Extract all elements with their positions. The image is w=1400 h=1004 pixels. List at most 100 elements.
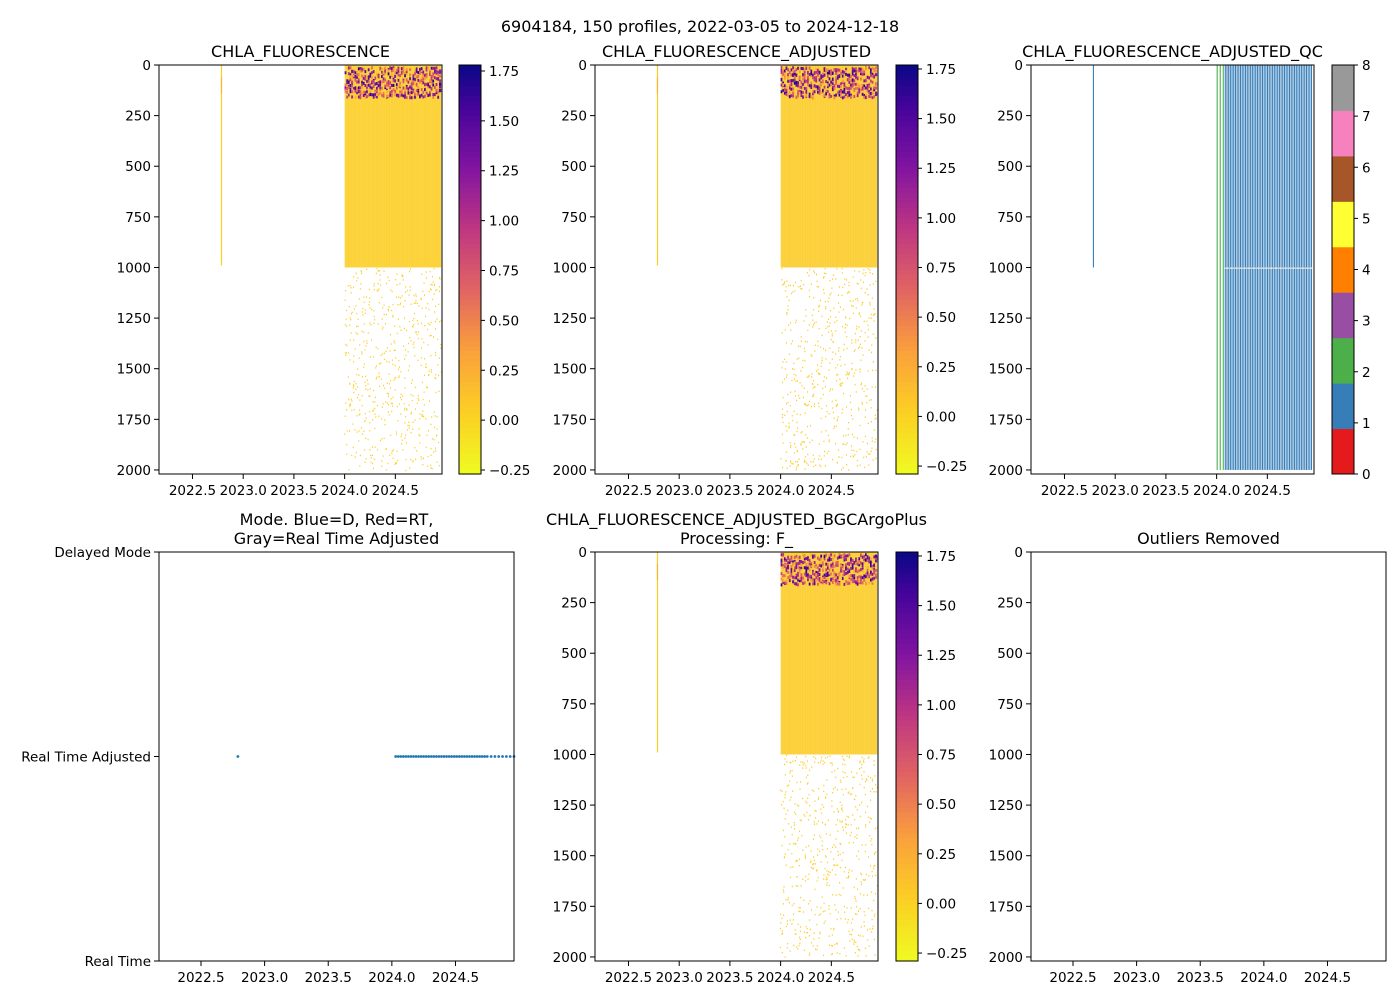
profile-cell	[347, 86, 351, 90]
profile-cell	[825, 579, 828, 583]
deep-sample	[791, 904, 793, 907]
profile-cell	[853, 74, 856, 78]
deep-sample	[361, 394, 363, 397]
deep-sample	[369, 322, 371, 324]
colorbar-segment	[896, 295, 918, 301]
deep-sample	[427, 465, 429, 468]
deep-sample	[366, 340, 368, 342]
deep-sample	[839, 866, 842, 869]
deep-sample	[871, 927, 874, 930]
deep-sample	[870, 421, 873, 423]
profile-cell	[821, 575, 825, 579]
colorbar-tick-label: 0	[1362, 467, 1371, 483]
profile-column	[381, 65, 384, 268]
qc-gap	[1280, 267, 1282, 269]
qc-gap	[1231, 267, 1233, 269]
profile-cell	[793, 576, 797, 580]
profile-cell	[835, 583, 838, 587]
profile-cell	[364, 70, 367, 74]
deep-sample	[799, 906, 801, 909]
profile-cell	[841, 90, 845, 94]
deep-sample	[783, 378, 786, 380]
profile-cell	[344, 88, 347, 92]
deep-sample	[787, 942, 789, 945]
colorbar-segment	[896, 376, 918, 383]
colorbar-segment	[459, 448, 481, 455]
deep-sample	[373, 289, 375, 291]
profile-cell	[815, 565, 818, 569]
profile-column	[846, 65, 850, 268]
deep-sample	[852, 841, 854, 844]
deep-sample	[839, 952, 841, 955]
profile-cell	[840, 71, 843, 75]
profile-cell	[850, 577, 853, 581]
profile-cell	[367, 68, 370, 72]
deep-sample	[357, 368, 359, 370]
deep-sample	[358, 440, 360, 442]
deep-sample	[353, 408, 355, 411]
profile-column	[823, 65, 826, 268]
deep-sample	[435, 435, 437, 437]
profile-cell	[390, 83, 394, 87]
deep-sample	[842, 851, 844, 854]
deep-sample	[381, 296, 383, 299]
deep-sample	[869, 284, 871, 286]
deep-sample	[807, 453, 809, 456]
profile-cell	[414, 69, 417, 73]
deep-sample	[863, 921, 865, 923]
deep-sample	[415, 293, 417, 296]
deep-sample	[828, 884, 830, 887]
profile-cell	[860, 578, 863, 582]
profile-cell	[800, 566, 803, 570]
profile-cell	[820, 74, 823, 78]
deep-sample	[803, 949, 805, 951]
qc-gap	[1287, 267, 1289, 269]
colorbar-segment	[896, 771, 918, 778]
deep-sample	[435, 377, 437, 380]
deep-sample	[810, 860, 812, 862]
deep-sample	[802, 878, 804, 880]
deep-sample	[833, 864, 835, 867]
deep-sample	[823, 292, 825, 294]
colorbar-segment	[896, 598, 918, 604]
deep-sample	[873, 429, 875, 431]
profile-cell	[810, 69, 813, 73]
deep-sample	[823, 440, 825, 443]
deep-sample	[795, 321, 797, 324]
deep-sample	[373, 467, 375, 470]
mode-point	[452, 755, 456, 758]
profile-cell	[856, 77, 859, 81]
colorbar-segment	[896, 628, 918, 635]
deep-sample	[848, 876, 850, 878]
profile-cell	[802, 553, 805, 557]
deep-sample	[871, 297, 873, 299]
deep-sample	[825, 757, 827, 759]
deep-sample	[425, 363, 427, 366]
deep-sample	[826, 793, 828, 796]
profile-cell	[412, 74, 415, 78]
deep-sample	[824, 465, 826, 467]
deep-sample	[406, 290, 408, 292]
profile-column	[815, 65, 818, 268]
colorbar-segment	[459, 330, 481, 337]
profile-cell	[836, 579, 840, 583]
colorbar-segment	[896, 243, 918, 250]
profile-cell	[869, 578, 873, 582]
colorbar-segment	[459, 111, 481, 117]
deep-sample	[845, 832, 847, 834]
profile-cell	[813, 554, 816, 558]
deep-sample	[823, 380, 825, 382]
deep-sample	[781, 951, 783, 954]
deep-sample	[828, 935, 830, 937]
deep-sample	[821, 821, 824, 824]
deep-sample	[388, 414, 390, 416]
deep-sample	[870, 818, 872, 820]
deep-sample	[782, 829, 784, 832]
profile-cell	[385, 81, 389, 85]
deep-sample	[382, 403, 384, 405]
colorbar-segment	[459, 397, 481, 404]
y-tick-label: 1000	[989, 260, 1023, 276]
profile-column	[830, 552, 833, 755]
deep-sample	[869, 834, 871, 837]
profile-cell	[848, 87, 851, 91]
